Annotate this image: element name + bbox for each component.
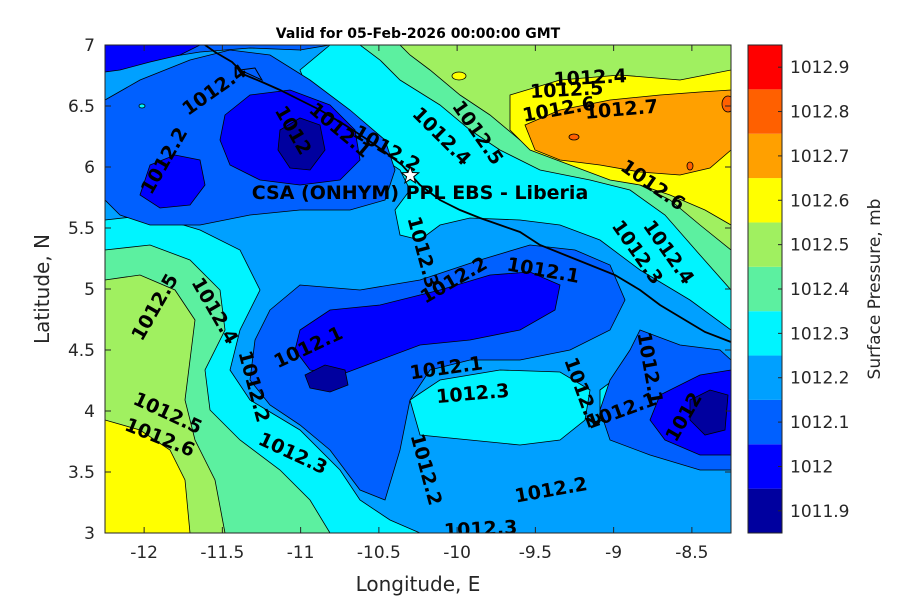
colorbar-tick-label: 1012.2 <box>790 369 849 389</box>
colorbar-tick-label: 1012.4 <box>790 280 849 300</box>
spot-orange <box>568 133 580 141</box>
colorbar: 1011.9 1012 1012.1 1012.2 1012.3 1012.4 1012.5… <box>747 44 849 534</box>
y-axis-label: Latitude, N <box>30 234 54 344</box>
contour-map: 1012.41012.51012.61012.71012.61012.41012… <box>105 45 731 542</box>
y-tick-label: 4 <box>84 402 95 422</box>
colorbar-tick-label: 1012.6 <box>790 191 849 211</box>
x-axis-ticks: -12 -11.5 -11 -10.5 -10 -9.5 -9 -8.5 <box>130 45 708 563</box>
colorbar-swatch <box>748 222 782 267</box>
colorbar-swatch <box>748 355 782 400</box>
island-outline <box>238 67 264 82</box>
spot-yellow <box>451 71 467 81</box>
site-label: CSA (ONHYM) PPL EBS - Liberia <box>252 182 589 204</box>
colorbar-tick-label: 1012.5 <box>790 236 849 256</box>
colorbar-tick-label: 1012 <box>790 457 833 477</box>
colorbar-swatch <box>748 266 782 312</box>
colorbar-tick-label: 1012.9 <box>790 58 849 78</box>
coastline <box>204 45 731 343</box>
colorbar-swatch <box>748 444 782 489</box>
band-1012-8-spot <box>721 95 731 113</box>
y-tick-label: 4.5 <box>68 341 95 361</box>
colorbar-swatch <box>748 311 782 356</box>
contour-label: 1012.3 <box>443 516 517 542</box>
band-1012-0 <box>105 45 731 456</box>
x-tick-label: -11.5 <box>200 543 244 563</box>
colorbar-swatch <box>748 178 782 223</box>
y-tick-label: 3.5 <box>68 463 95 483</box>
colorbar-frame <box>747 44 783 534</box>
contour-label: 1012.5 <box>529 77 603 103</box>
y-tick-label: 7 <box>84 36 95 56</box>
colorbar-swatch <box>748 399 782 445</box>
y-tick-label: 5.5 <box>68 219 95 239</box>
spot-cyan <box>138 103 146 109</box>
colorbar-tick-label: 1011.9 <box>790 502 849 522</box>
colorbar-label: Surface Pressure, mb <box>865 199 885 380</box>
colorbar-swatch <box>748 133 782 179</box>
x-tick-label: -8.5 <box>675 543 708 563</box>
x-tick-label: -9.5 <box>519 543 552 563</box>
y-tick-label: 6 <box>84 158 95 178</box>
y-tick-label: 3 <box>84 524 95 544</box>
x-tick-label: -10 <box>443 543 471 563</box>
map-title: Valid for 05-Feb-2026 00:00:00 GMT <box>276 26 561 42</box>
x-tick-label: -11 <box>287 543 315 563</box>
colorbar-tick-label: 1012.1 <box>790 413 849 433</box>
x-tick-label: -9 <box>605 543 622 563</box>
y-tick-label: 6.5 <box>68 97 95 117</box>
colorbar-tick-label: 1012.7 <box>790 147 849 167</box>
site-star-icon <box>400 165 421 184</box>
colorbar-swatch <box>748 45 782 90</box>
colorbar-tick-label: 1012.3 <box>790 324 849 344</box>
site-marker <box>400 165 421 184</box>
colorbar-swatch <box>748 89 782 134</box>
x-tick-label: -10.5 <box>357 543 401 563</box>
band-1011-9 <box>277 117 729 436</box>
spot-orange-2 <box>686 161 694 171</box>
x-tick-label: -12 <box>130 543 158 563</box>
band-1012-7 <box>524 89 731 176</box>
colorbar-swatch <box>748 488 782 533</box>
y-axis-ticks: 3 3.5 4 4.5 5 5.5 6 6.5 7 <box>68 36 731 544</box>
contour-label: 1012.4 <box>553 65 627 91</box>
colorbar-tick-label: 1012.8 <box>790 103 849 123</box>
x-axis-label: Longitude, E <box>356 572 481 596</box>
y-tick-label: 5 <box>84 280 95 300</box>
